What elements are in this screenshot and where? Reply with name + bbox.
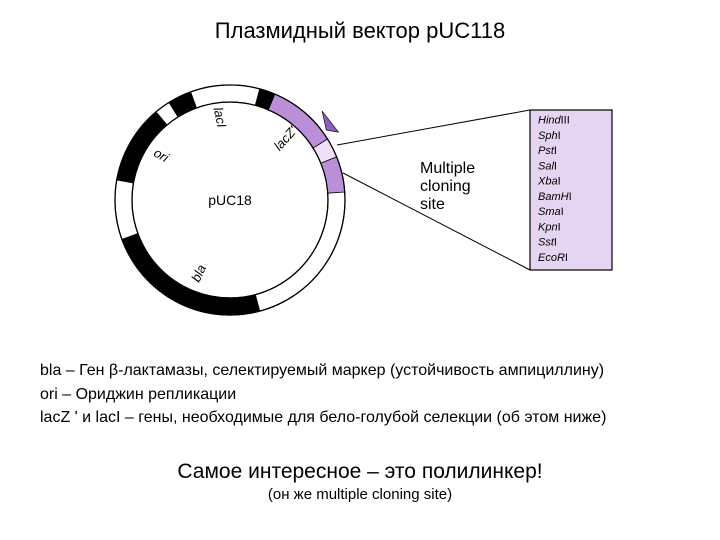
legend-line-bla: bla – Ген β-лактамазы, селектируемый мар… xyxy=(40,360,680,382)
legend-line-lacz: lacZ ' и lacI – гены, необходимые для бе… xyxy=(40,407,680,429)
page-title: Плазмидный вектор pUC118 xyxy=(0,18,720,44)
bottom-headline: Самое интересное – это полилинкер! xyxy=(0,460,720,484)
page: Плазмидный вектор pUC118 blaorilacIlacZ'… xyxy=(0,0,720,540)
segment-label-lacI: lacI xyxy=(211,106,230,129)
plasmid-diagram: blaorilacIlacZ' pUC18 Multiple cloning s… xyxy=(75,55,645,335)
plasmid-center-label: pUC18 xyxy=(208,192,252,208)
enzyme-hindiii: HindIII xyxy=(538,115,570,127)
bottom-block: Самое интересное – это полилинкер! (он ж… xyxy=(0,460,720,503)
segment-label-bla: bla xyxy=(188,262,209,284)
mcs-label-line3: site xyxy=(420,196,445,213)
enzyme-sali: SalI xyxy=(538,160,557,172)
enzyme-box: HindIII SphI PstI SalI XbaI BamHI SmaI KpnI SstI… xyxy=(530,110,612,270)
enzyme-psti: PstI xyxy=(538,145,557,157)
legend-line-ori: ori – Ориджин репликации xyxy=(40,384,680,406)
direction-arrow-icon xyxy=(322,111,338,132)
enzyme-ecori: EcoRI xyxy=(538,252,568,264)
enzyme-kpni: KpnI xyxy=(538,221,561,233)
bottom-subline: (он же multiple cloning site) xyxy=(0,486,720,503)
legend-block: bla – Ген β-лактамазы, селектируемый мар… xyxy=(40,360,680,431)
enzyme-smai: SmaI xyxy=(538,206,564,218)
enzyme-bamhi: BamHI xyxy=(538,191,572,203)
callout-line-top xyxy=(337,110,530,145)
enzyme-sphi: SphI xyxy=(538,130,561,142)
mcs-label-line1: Multiple xyxy=(420,160,475,177)
enzyme-xbai: XbaI xyxy=(537,176,561,188)
enzyme-ssti: SstI xyxy=(538,237,557,249)
mcs-label-line2: cloning xyxy=(420,178,471,195)
segment-label-ori: ori xyxy=(151,145,172,166)
